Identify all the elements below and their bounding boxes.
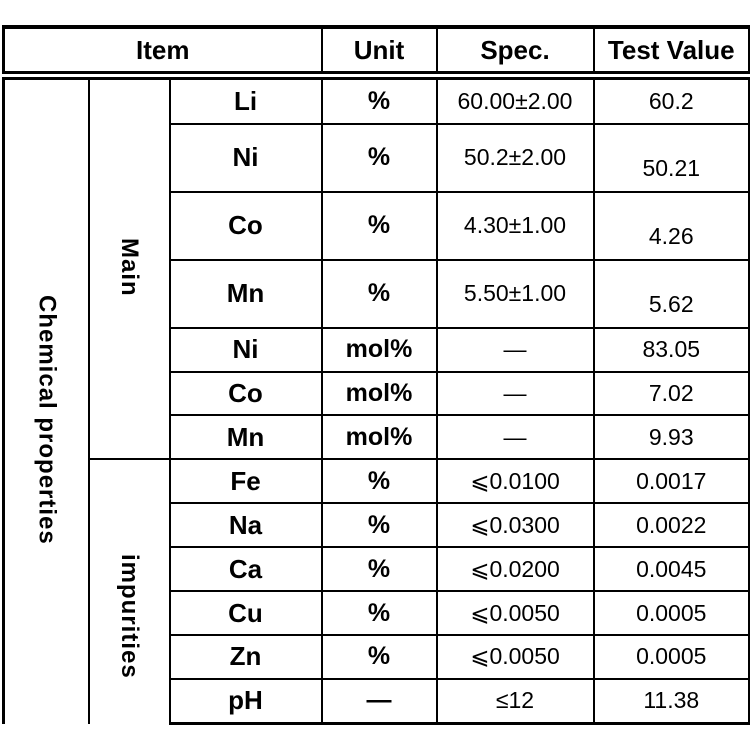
element-cell: Ni [168, 123, 323, 193]
value-cell: 0.0045 [592, 546, 750, 593]
element-cell: Co [168, 190, 323, 261]
spec-cell: ⩽0.0050 [435, 590, 595, 636]
unit-cell: % [320, 590, 438, 636]
group-label-main: Main [87, 74, 171, 460]
table-row: Ca % ⩽0.0200 0.0045 [4, 546, 750, 593]
spec-cell: 5.50±1.00 [435, 258, 595, 329]
spec-cell: 4.30±1.00 [435, 190, 595, 261]
spec-cell: ⩽0.0050 [435, 633, 595, 680]
value-cell: 7.02 [592, 370, 750, 417]
element-cell: Co [168, 370, 323, 417]
spec-cell: — [435, 326, 595, 373]
element-cell: Ni [168, 326, 323, 373]
header-spec: Spec. [435, 25, 595, 80]
unit-cell: % [320, 123, 438, 193]
value-cell: 60.2 [592, 74, 750, 126]
table-row: Ni mol% — 83.05 [4, 326, 750, 373]
table-row: Mn mol% — 9.93 [4, 414, 750, 461]
spec-cell: 50.2±2.00 [435, 123, 595, 193]
value-cell: 0.0017 [592, 458, 750, 505]
unit-cell: % [320, 458, 438, 505]
group-label-chemical-properties: Chemical properties [2, 74, 90, 724]
element-cell: Zn [168, 633, 323, 680]
element-cell: pH [168, 677, 323, 725]
table-row: Na % ⩽0.0300 0.0022 [4, 502, 750, 549]
value-cell: 83.05 [592, 326, 750, 373]
table-row: Co % 4.30±1.00 4.26 [4, 190, 750, 261]
group-label-impurities: impurities [87, 458, 171, 724]
unit-cell: — [320, 677, 438, 725]
element-cell: Fe [168, 458, 323, 505]
header-unit: Unit [320, 25, 438, 80]
table-row: Co mol% — 7.02 [4, 370, 750, 417]
table-row: Ni % 50.2±2.00 50.21 [4, 123, 750, 193]
group-label-chemical-properties-label: Chemical properties [33, 295, 61, 546]
spec-cell: ⩽0.0300 [435, 502, 595, 549]
element-cell: Mn [168, 258, 323, 329]
element-cell: Cu [168, 590, 323, 636]
unit-cell: mol% [320, 326, 438, 373]
group-label-impurities-label: impurities [116, 554, 143, 679]
table-row: pH — ≤12 11.38 [4, 677, 750, 725]
unit-cell: % [320, 546, 438, 593]
spec-cell: ⩽0.0100 [435, 458, 595, 505]
unit-cell: % [320, 633, 438, 680]
spec-cell: 60.00±2.00 [435, 74, 595, 126]
table-row: Zn % ⩽0.0050 0.0005 [4, 633, 750, 680]
table-row: Mn % 5.50±1.00 5.62 [4, 258, 750, 329]
element-cell: Ca [168, 546, 323, 593]
table-row: impurities Fe % ⩽0.0100 0.0017 [4, 458, 750, 724]
unit-cell: % [320, 190, 438, 261]
value-cell: 50.21 [592, 123, 750, 193]
chemical-properties-table: Item Unit Spec. Test Value Chemical prop… [2, 25, 750, 725]
element-cell: Mn [168, 414, 323, 461]
header-test-value: Test Value [592, 25, 750, 80]
header-row: Item Unit Spec. Test Value [2, 25, 750, 80]
spec-cell: — [435, 414, 595, 461]
unit-cell: % [320, 74, 438, 126]
element-cell: Na [168, 502, 323, 549]
element-cell: Li [168, 74, 323, 126]
unit-cell: % [320, 502, 438, 549]
value-cell: 0.0022 [592, 502, 750, 549]
unit-cell: mol% [320, 370, 438, 417]
value-cell: 9.93 [592, 414, 750, 461]
spec-cell: ⩽0.0200 [435, 546, 595, 593]
table-row: Cu % ⩽0.0050 0.0005 [4, 590, 750, 636]
value-cell: 0.0005 [592, 633, 750, 680]
group-label-main-label: Main [116, 238, 143, 298]
value-cell: 11.38 [592, 677, 750, 725]
value-cell: 5.62 [592, 258, 750, 329]
value-cell: 0.0005 [592, 590, 750, 636]
unit-cell: % [320, 258, 438, 329]
table-row: Chemical properties Main Li % 60.00±2.00 6… [2, 74, 750, 724]
header-item: Item [2, 25, 323, 80]
spec-cell: — [435, 370, 595, 417]
value-cell: 4.26 [592, 190, 750, 261]
unit-cell: mol% [320, 414, 438, 461]
spec-cell: ≤12 [435, 677, 595, 725]
